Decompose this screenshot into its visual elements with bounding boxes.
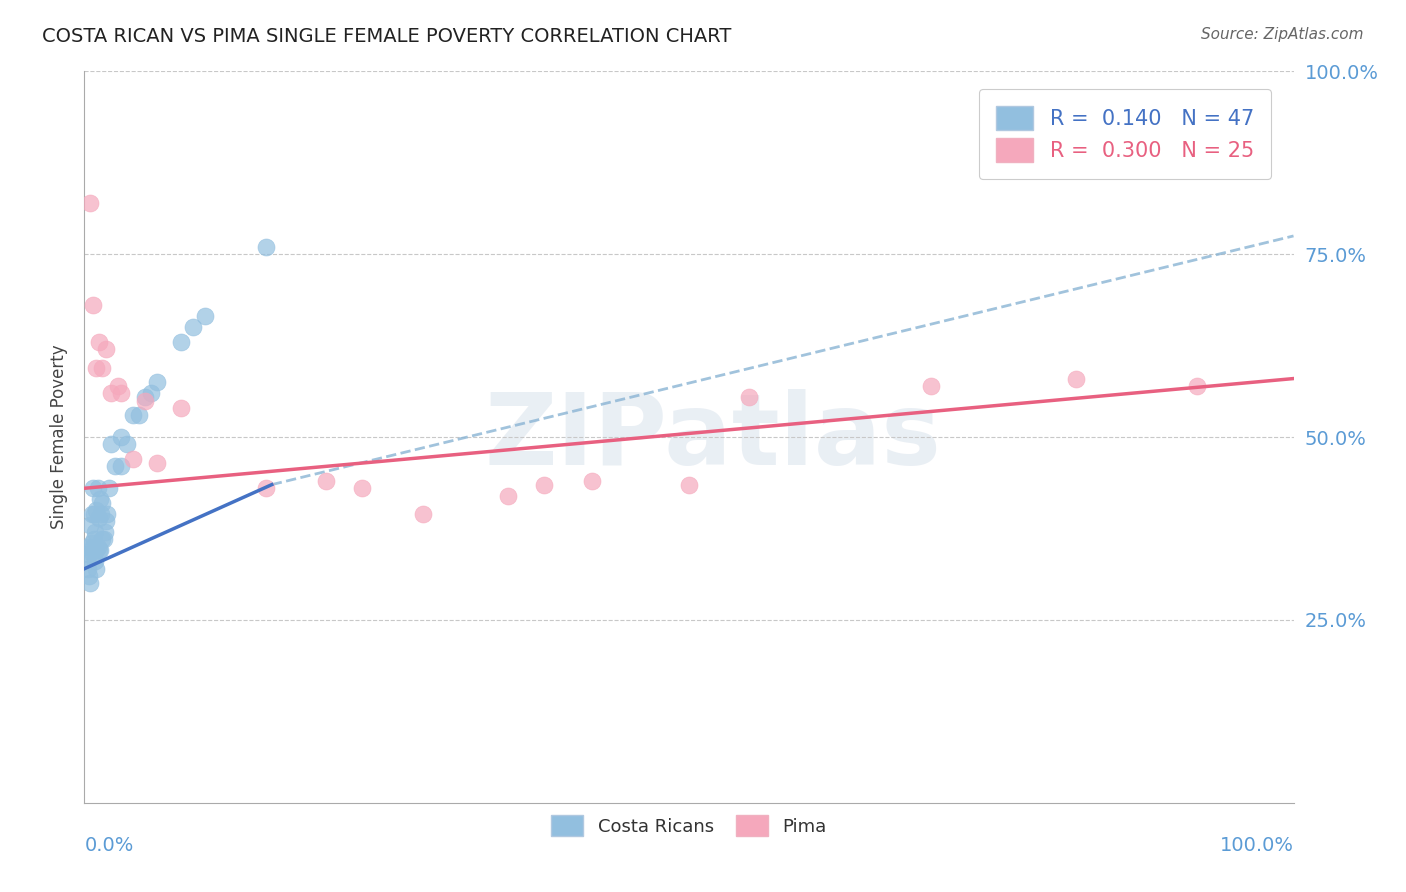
- Point: [533, 477, 555, 491]
- Point: [77, 547, 100, 561]
- Point: [79, 576, 101, 591]
- Point: [87, 510, 110, 524]
- Point: [91, 360, 114, 375]
- Point: [100, 437, 122, 451]
- Point: [77, 562, 100, 576]
- Text: COSTA RICAN VS PIMA SINGLE FEMALE POVERTY CORRELATION CHART: COSTA RICAN VS PIMA SINGLE FEMALE POVERT…: [42, 27, 731, 45]
- Point: [115, 437, 138, 451]
- Point: [82, 540, 104, 554]
- Point: [87, 334, 110, 349]
- Point: [121, 452, 143, 467]
- Point: [194, 310, 217, 324]
- Point: [82, 298, 104, 312]
- Text: 100.0%: 100.0%: [1219, 836, 1294, 855]
- Point: [86, 481, 108, 495]
- Point: [134, 393, 156, 408]
- Point: [920, 379, 942, 393]
- Point: [91, 533, 114, 547]
- Point: [128, 408, 150, 422]
- Point: [84, 554, 107, 568]
- Point: [110, 430, 132, 444]
- Point: [83, 533, 105, 547]
- Point: [581, 474, 603, 488]
- Point: [110, 459, 132, 474]
- Point: [134, 390, 156, 404]
- Point: [100, 386, 122, 401]
- Point: [97, 481, 120, 495]
- Point: [170, 334, 193, 349]
- Point: [77, 569, 100, 583]
- Point: [170, 401, 193, 415]
- Point: [86, 503, 108, 517]
- Text: Source: ZipAtlas.com: Source: ZipAtlas.com: [1201, 27, 1364, 42]
- Point: [89, 492, 111, 507]
- Point: [254, 481, 277, 495]
- Point: [104, 459, 127, 474]
- Point: [93, 533, 115, 547]
- Point: [86, 360, 108, 375]
- Point: [83, 507, 105, 521]
- Point: [110, 386, 132, 401]
- Y-axis label: Single Female Poverty: Single Female Poverty: [51, 345, 69, 529]
- Point: [1185, 379, 1208, 393]
- Point: [94, 525, 117, 540]
- Point: [86, 562, 108, 576]
- Point: [86, 540, 108, 554]
- Point: [76, 550, 98, 565]
- Text: ZIPatlas: ZIPatlas: [485, 389, 942, 485]
- Point: [77, 540, 100, 554]
- Point: [1064, 371, 1087, 385]
- Point: [79, 196, 101, 211]
- Point: [94, 514, 117, 528]
- Point: [80, 536, 103, 550]
- Point: [89, 543, 111, 558]
- Point: [315, 474, 337, 488]
- Point: [90, 507, 112, 521]
- Point: [678, 477, 700, 491]
- Point: [412, 507, 434, 521]
- Point: [80, 507, 103, 521]
- Point: [82, 547, 104, 561]
- Point: [79, 517, 101, 532]
- Point: [96, 507, 118, 521]
- Point: [87, 543, 110, 558]
- Point: [84, 525, 107, 540]
- Point: [496, 489, 519, 503]
- Point: [86, 543, 108, 558]
- Point: [82, 481, 104, 495]
- Legend: Costa Ricans, Pima: Costa Ricans, Pima: [541, 806, 837, 845]
- Point: [352, 481, 374, 495]
- Point: [146, 376, 169, 390]
- Point: [181, 320, 204, 334]
- Point: [121, 408, 143, 422]
- Point: [107, 379, 129, 393]
- Point: [139, 386, 162, 401]
- Point: [91, 496, 114, 510]
- Point: [94, 343, 117, 357]
- Point: [254, 240, 277, 254]
- Text: 0.0%: 0.0%: [84, 836, 134, 855]
- Point: [146, 456, 169, 470]
- Point: [738, 390, 761, 404]
